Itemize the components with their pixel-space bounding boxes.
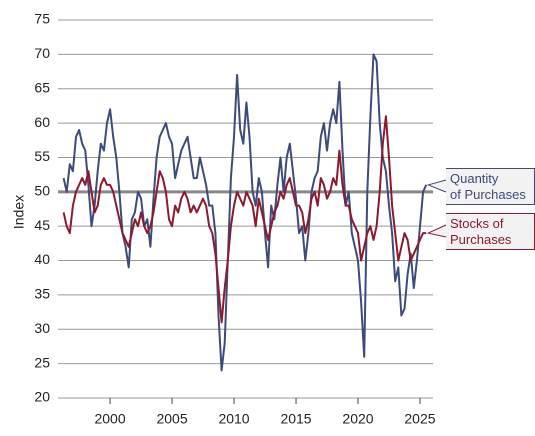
y-tick-label: 40 (34, 251, 50, 267)
label-pointer (426, 179, 447, 193)
y-tick-label: 65 (34, 79, 50, 95)
y-tick-label: 60 (34, 114, 50, 130)
series-label: Quantity of Purchases (446, 168, 535, 205)
x-tick-label: 2025 (404, 411, 435, 427)
series-label: Stocks of Purchases (446, 213, 535, 250)
y-tick-label: 30 (34, 320, 50, 336)
series-line (62, 115, 427, 324)
y-axis-label: Index (11, 195, 27, 229)
x-tick-label: 2005 (156, 411, 187, 427)
y-tick-label: 35 (34, 286, 50, 302)
y-tick-label: 25 (34, 354, 50, 370)
series-line (62, 53, 428, 372)
x-tick-label: 2010 (218, 411, 249, 427)
x-tick-label: 2000 (94, 411, 125, 427)
y-tick-label: 75 (34, 11, 50, 27)
x-tick-label: 2015 (280, 411, 311, 427)
y-tick-label: 70 (34, 45, 50, 61)
label-pointer (426, 224, 447, 238)
y-tick-label: 50 (34, 183, 50, 199)
y-tick-label: 20 (34, 389, 50, 405)
x-tick-label: 2020 (342, 411, 373, 427)
y-tick-label: 45 (34, 217, 50, 233)
y-tick-label: 55 (34, 148, 50, 164)
